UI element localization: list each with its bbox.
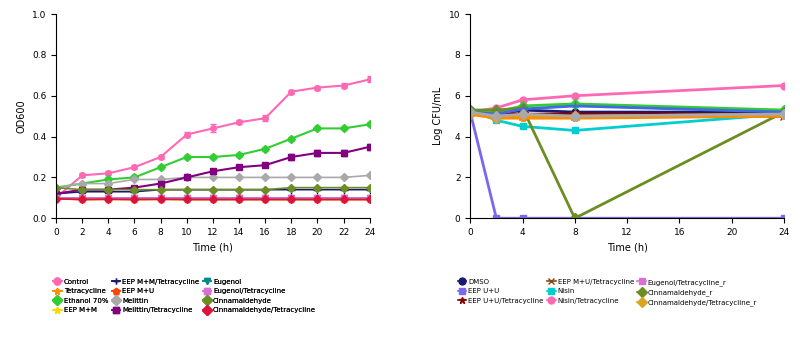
X-axis label: Time (h): Time (h) bbox=[606, 243, 647, 252]
X-axis label: Time (h): Time (h) bbox=[193, 243, 234, 252]
Legend: DMSO, EEP U+U, EEP U+U/Tetracycline, EEP M+U/Tetracycline, Nisin, Nisin/Tetracyc: DMSO, EEP U+U, EEP U+U/Tetracycline, EEP… bbox=[458, 279, 757, 306]
Legend: Control, Tetracycline, Ethanol 70%, EEP M+M, EEP M+M/Tetracycline, EEP M+U, Meli: Control, Tetracycline, Ethanol 70%, EEP … bbox=[53, 279, 316, 313]
Y-axis label: Log CFU/mL: Log CFU/mL bbox=[434, 87, 443, 145]
Y-axis label: OD600: OD600 bbox=[16, 99, 26, 133]
